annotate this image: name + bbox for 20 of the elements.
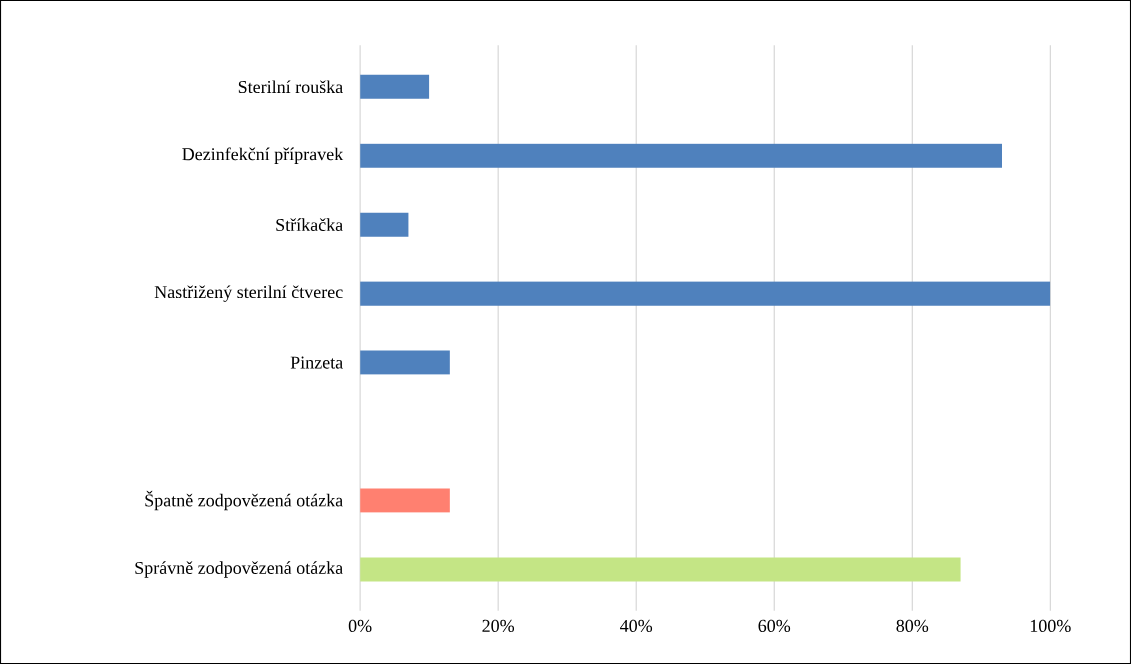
y-tick-label: Pinzeta [290, 356, 343, 369]
x-tick-label: 60% [758, 619, 791, 632]
x-tick-label: 20% [482, 619, 515, 632]
bar [360, 212, 409, 237]
bar [360, 143, 1002, 168]
y-tick-label: Sterilní rouška [238, 80, 343, 93]
x-tick-label: 100% [1030, 619, 1071, 632]
y-tick-label: Špatně zodpovězená otázka [145, 490, 343, 511]
bar [360, 488, 450, 513]
y-tick-label: Stříkačka [276, 218, 343, 231]
x-tick-label: 0% [348, 619, 372, 632]
x-tick-label: 40% [620, 619, 653, 632]
bar [360, 557, 961, 582]
y-tick-label: Nastřižený sterilní čtverec [154, 285, 343, 302]
x-tick-label: 80% [896, 619, 929, 632]
y-tick-label: Dezinfekční přípravek [182, 147, 344, 164]
y-tick-label: Správně zodpovězená otázka [135, 561, 343, 578]
bar [360, 350, 450, 375]
bar [360, 74, 430, 99]
bar [360, 281, 1051, 306]
